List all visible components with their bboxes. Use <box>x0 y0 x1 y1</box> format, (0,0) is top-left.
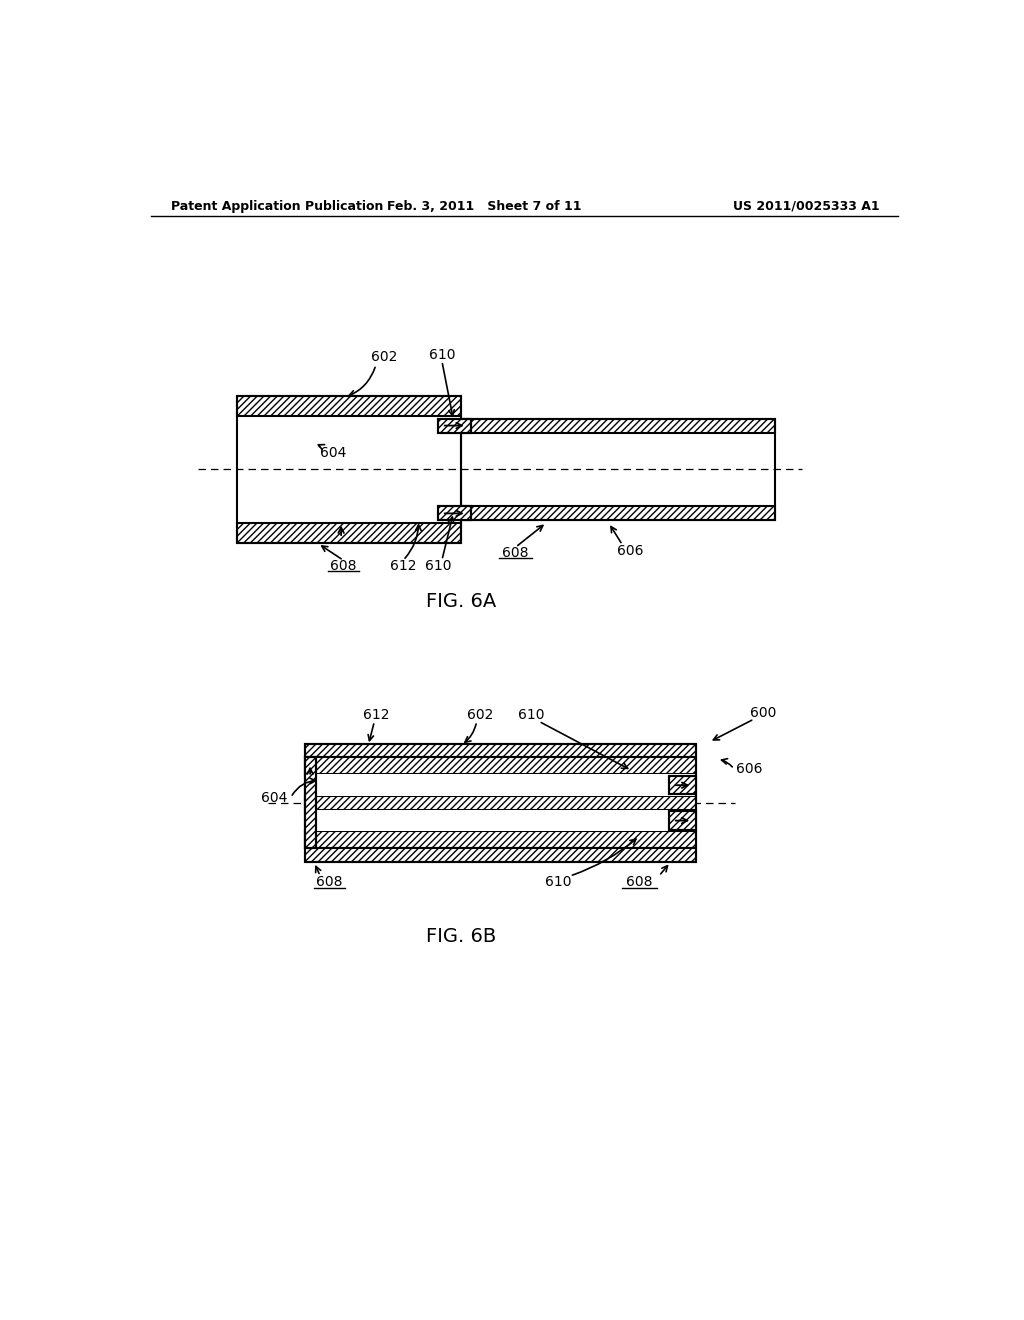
Text: 610: 610 <box>425 560 452 573</box>
Text: 608: 608 <box>627 875 652 890</box>
Bar <box>438 418 471 433</box>
Text: FIG. 6A: FIG. 6A <box>426 591 497 611</box>
Text: US 2011/0025333 A1: US 2011/0025333 A1 <box>733 199 880 213</box>
Text: 602: 602 <box>467 708 494 722</box>
Bar <box>305 832 696 849</box>
Bar <box>305 758 696 775</box>
Text: 608: 608 <box>316 875 343 890</box>
Bar <box>438 418 471 433</box>
Text: Patent Application Publication: Patent Application Publication <box>171 199 383 213</box>
Bar <box>461 418 775 433</box>
Bar <box>461 418 775 520</box>
Bar <box>669 776 696 795</box>
Text: 610: 610 <box>518 708 544 722</box>
Bar <box>438 507 471 520</box>
Bar <box>669 812 696 830</box>
Bar <box>305 775 696 796</box>
Text: 612: 612 <box>362 708 389 722</box>
Bar <box>237 396 461 544</box>
Bar <box>438 507 471 520</box>
Bar <box>237 523 461 544</box>
Text: 602: 602 <box>371 350 397 364</box>
Bar <box>305 743 696 758</box>
Text: 612: 612 <box>390 560 417 573</box>
Bar <box>305 849 696 862</box>
Text: FIG. 6B: FIG. 6B <box>426 927 497 945</box>
Bar <box>305 758 316 849</box>
Bar <box>305 758 316 849</box>
Text: 608: 608 <box>502 546 528 561</box>
Bar <box>461 507 775 520</box>
Text: 600: 600 <box>751 706 776 719</box>
Text: 606: 606 <box>616 544 643 558</box>
Text: 608: 608 <box>330 560 356 573</box>
Text: Feb. 3, 2011   Sheet 7 of 11: Feb. 3, 2011 Sheet 7 of 11 <box>387 199 582 213</box>
Text: 610: 610 <box>545 875 571 890</box>
Bar <box>305 743 696 862</box>
Bar <box>305 796 696 810</box>
Text: 604: 604 <box>260 791 287 804</box>
Text: 604: 604 <box>321 446 346 459</box>
Bar <box>669 776 696 795</box>
Bar <box>669 812 696 830</box>
Bar <box>305 810 696 832</box>
Text: 610: 610 <box>429 347 455 362</box>
Text: 606: 606 <box>736 762 763 776</box>
Bar <box>237 396 461 416</box>
